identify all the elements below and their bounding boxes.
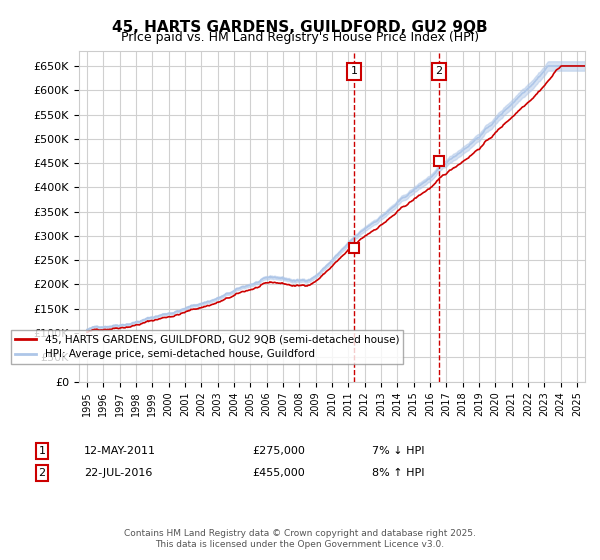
Text: 8% ↑ HPI: 8% ↑ HPI xyxy=(372,468,425,478)
Text: 45, HARTS GARDENS, GUILDFORD, GU2 9QB: 45, HARTS GARDENS, GUILDFORD, GU2 9QB xyxy=(112,20,488,35)
Text: 22-JUL-2016: 22-JUL-2016 xyxy=(84,468,152,478)
Text: £455,000: £455,000 xyxy=(252,468,305,478)
Text: 1: 1 xyxy=(38,446,46,456)
Text: Contains HM Land Registry data © Crown copyright and database right 2025.
This d: Contains HM Land Registry data © Crown c… xyxy=(124,529,476,549)
Text: 2: 2 xyxy=(435,66,442,76)
Text: 7% ↓ HPI: 7% ↓ HPI xyxy=(372,446,425,456)
Text: 12-MAY-2011: 12-MAY-2011 xyxy=(84,446,156,456)
Text: 1: 1 xyxy=(350,66,358,76)
Text: Price paid vs. HM Land Registry's House Price Index (HPI): Price paid vs. HM Land Registry's House … xyxy=(121,31,479,44)
Legend: 45, HARTS GARDENS, GUILDFORD, GU2 9QB (semi-detached house), HPI: Average price,: 45, HARTS GARDENS, GUILDFORD, GU2 9QB (s… xyxy=(11,330,403,363)
Text: 2: 2 xyxy=(38,468,46,478)
Text: £275,000: £275,000 xyxy=(252,446,305,456)
